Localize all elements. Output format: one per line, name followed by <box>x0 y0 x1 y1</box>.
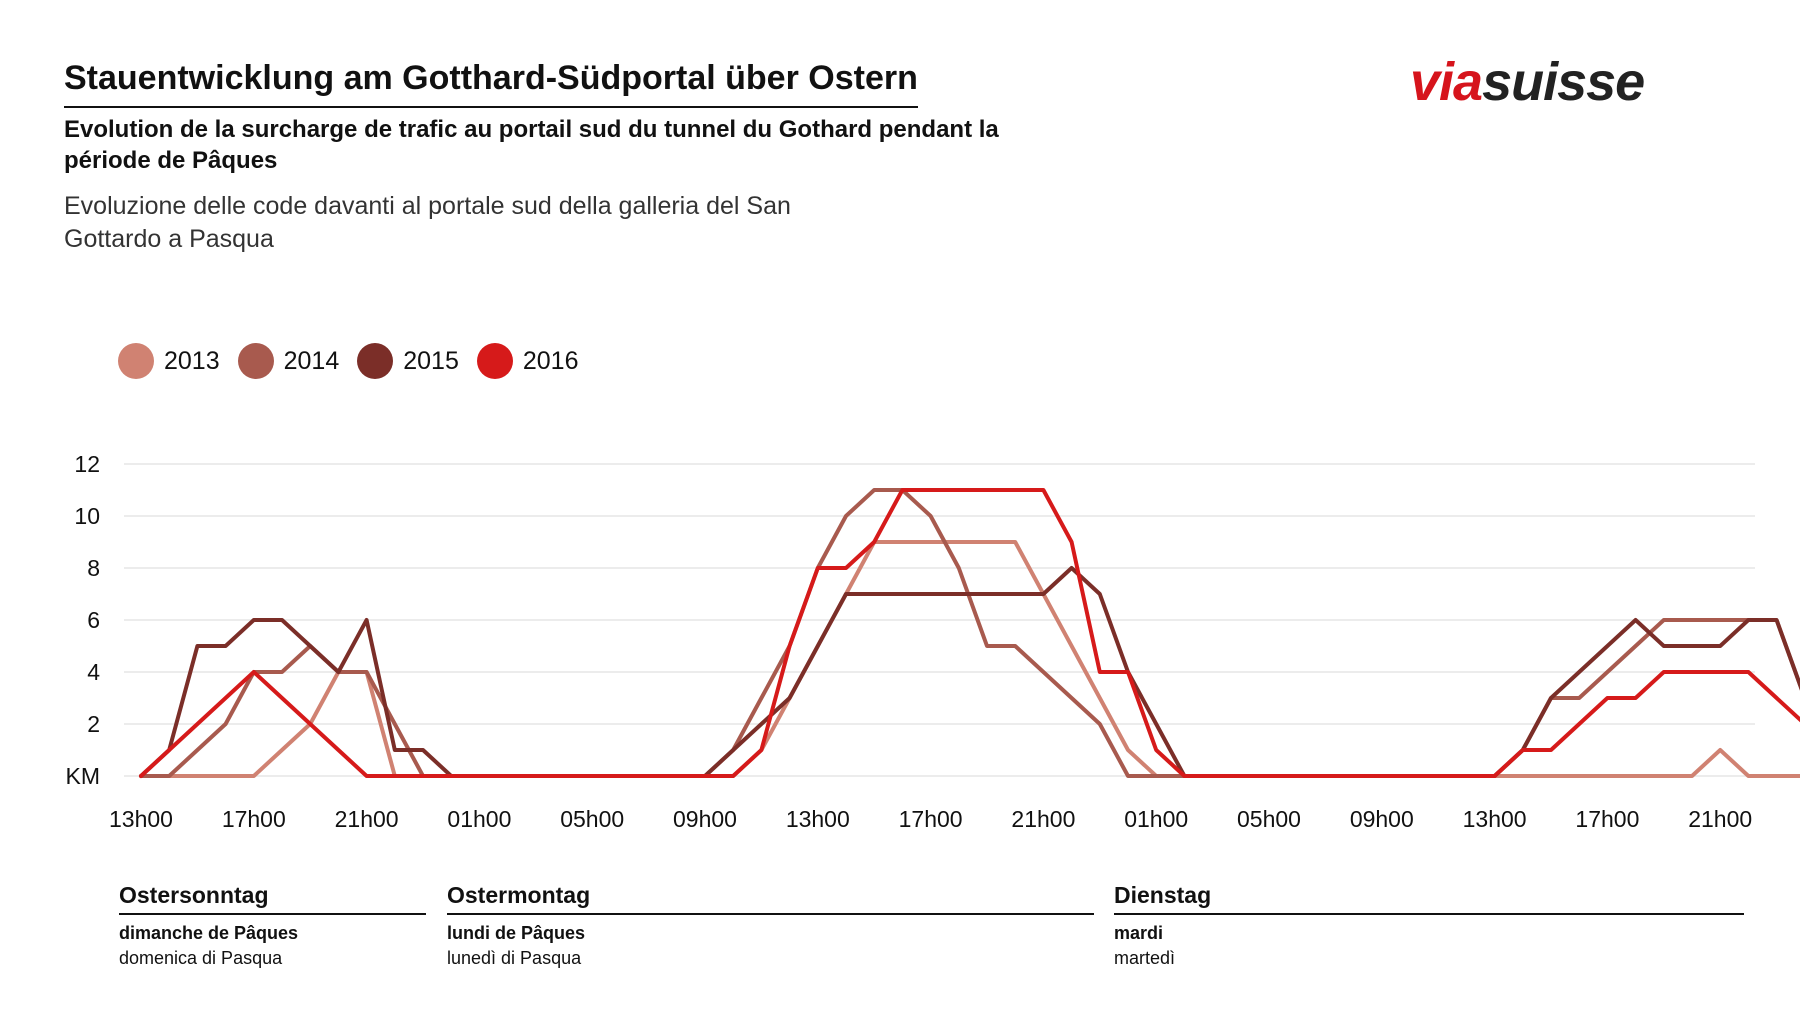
y-tick-label: 8 <box>87 555 100 581</box>
x-tick-label: 09h00 <box>673 806 737 832</box>
series-line-2013 <box>139 540 1800 778</box>
series-lines <box>139 488 1800 778</box>
x-tick-label: 01h00 <box>1124 806 1188 832</box>
gridlines <box>124 463 1755 777</box>
day-block-tuesday: Dienstag mardi martedì <box>1114 880 1744 971</box>
line-chart: KM 2 4 6 8 10 12 13h00 17h00 21h00 01h00 05h00 09h0… <box>66 451 1800 832</box>
y-tick-label: KM <box>66 763 101 789</box>
legend-label: 2014 <box>283 347 340 375</box>
day-title: Dienstag <box>1114 880 1744 915</box>
day-label-fr: dimanche de Pâques <box>119 923 299 943</box>
day-title: Ostersonntag <box>119 880 426 915</box>
legend-item-2013: 2013 <box>118 343 220 379</box>
legend-swatch <box>476 343 513 379</box>
legend-label: 2015 <box>403 347 459 375</box>
day-title: Ostermontag <box>447 880 1094 915</box>
x-tick-label: 01h00 <box>447 806 511 832</box>
y-tick-label: 10 <box>74 503 100 529</box>
x-tick-label: 13h00 <box>786 806 850 832</box>
logo-text-via: via <box>1410 52 1482 112</box>
legend-swatch <box>357 343 394 379</box>
legend-label: 2013 <box>164 347 220 375</box>
x-tick-label: 13h00 <box>1463 806 1527 832</box>
svg-text:viasuisse: viasuisse <box>1410 52 1644 112</box>
x-tick-label: 21h00 <box>1688 806 1752 832</box>
series-line-2016 <box>139 488 1800 778</box>
x-tick-label: 17h00 <box>899 806 963 832</box>
viasuisse-logo: viasuisse <box>1410 52 1645 112</box>
legend-item-2015: 2015 <box>357 343 459 379</box>
y-axis-ticks: KM 2 4 6 8 10 12 <box>66 451 101 789</box>
x-tick-label: 17h00 <box>222 806 286 832</box>
y-tick-label: 2 <box>87 711 100 737</box>
chart-subtitle-it: Evoluzione delle code davanti al portale… <box>64 192 791 253</box>
day-block-sunday: Ostersonntag dimanche de Pâques domenica… <box>119 880 426 971</box>
legend-label: 2016 <box>522 347 579 375</box>
day-block-monday: Ostermontag lundi de Pâques lunedì di Pa… <box>447 880 1094 971</box>
legend-item-2014: 2014 <box>237 343 340 379</box>
y-tick-label: 4 <box>87 659 100 685</box>
day-label-it: lunedì di Pasqua <box>447 948 582 968</box>
x-tick-label: 13h00 <box>109 806 173 832</box>
day-label-fr: mardi <box>1114 923 1164 943</box>
x-tick-label: 21h00 <box>335 806 399 832</box>
chart-subtitle-fr: Evolution de la surcharge de trafic au p… <box>64 116 999 174</box>
legend-item-2016: 2016 <box>476 343 579 379</box>
logo-text-suisse: suisse <box>1482 52 1644 112</box>
day-label-it: domenica di Pasqua <box>119 948 283 968</box>
day-label-fr: lundi de Pâques <box>447 923 586 943</box>
legend-swatch <box>237 343 274 379</box>
y-tick-label: 6 <box>87 607 100 633</box>
x-tick-label: 09h00 <box>1350 806 1414 832</box>
y-tick-label: 12 <box>74 451 100 477</box>
day-label-it: martedì <box>1114 948 1176 968</box>
x-tick-label: 17h00 <box>1575 806 1639 832</box>
series-line-2015 <box>139 566 1800 778</box>
x-axis-ticks: 13h00 17h00 21h00 01h00 05h00 09h00 13h00 17h00… <box>109 806 1752 832</box>
x-tick-label: 05h00 <box>560 806 624 832</box>
legend-swatch <box>118 343 154 379</box>
x-tick-label: 05h00 <box>1237 806 1301 832</box>
chart-title: Stauentwicklung am Gotthard-Südportal üb… <box>64 56 918 108</box>
chart-legend: 2013 2014 2015 2016 <box>118 342 597 380</box>
x-tick-label: 21h00 <box>1011 806 1075 832</box>
